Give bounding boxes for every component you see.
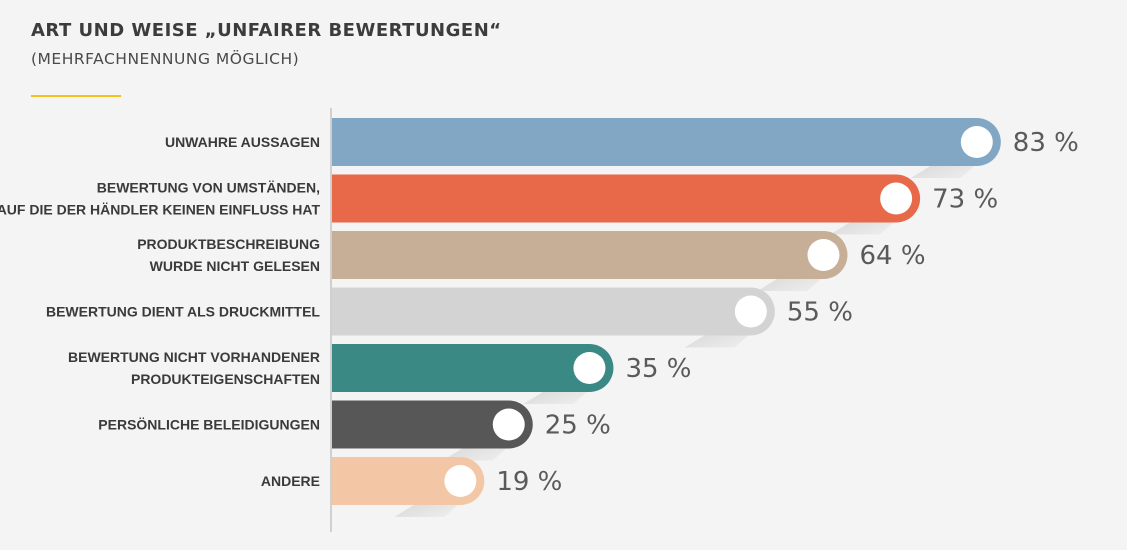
bar [331, 287, 775, 336]
bar [331, 118, 1001, 166]
bar-end-marker [734, 295, 767, 328]
bars-group [331, 118, 1001, 505]
value-label: 83 % [1013, 128, 1079, 158]
value-label: 73 % [932, 185, 998, 215]
value-label: 25 % [545, 411, 611, 441]
category-label: BEWERTUNG NICHT VORHANDENER [68, 349, 320, 365]
chart-title: ART UND WEISE „UNFAIRER BEWERTUNGEN“ [31, 20, 502, 41]
value-label: 19 % [496, 467, 562, 497]
bar [331, 400, 533, 449]
bar [331, 174, 921, 223]
value-label: 64 % [859, 241, 925, 271]
category-label: ANDERE [261, 473, 320, 489]
category-label: PRODUKTBESCHREIBUNG [137, 236, 320, 252]
bar [331, 344, 614, 392]
bar-end-marker [960, 126, 993, 158]
category-label: PRODUKTEIGENSCHAFTEN [131, 371, 320, 387]
bar-end-marker [492, 408, 525, 441]
bar-end-marker [807, 239, 840, 271]
bar-end-marker [573, 352, 606, 384]
value-label: 55 % [787, 298, 853, 328]
chart-subtitle: (MEHRFACHNENNUNG MÖGLICH) [31, 50, 300, 68]
category-label: PERSÖNLICHE BELEIDIGUNGEN [98, 417, 320, 433]
labels-group: 83 % UNWAHRE AUSSAGEN 73 % BEWERTUNG VON UM… [0, 128, 1079, 497]
bar-end-marker [444, 465, 477, 497]
category-label: AUF DIE DER HÄNDLER KEINEN EINFLUSS HAT [0, 202, 320, 218]
accent-divider [31, 95, 121, 97]
category-label: WURDE NICHT GELESEN [150, 258, 320, 274]
value-label: 35 % [625, 354, 691, 384]
bar-end-marker [880, 182, 913, 215]
category-label: BEWERTUNG DIENT ALS DRUCKMITTEL [46, 304, 320, 320]
bar [331, 457, 485, 505]
category-label: BEWERTUNG VON UMSTÄNDEN, [97, 180, 320, 196]
category-label: UNWAHRE AUSSAGEN [165, 134, 320, 150]
bar [331, 231, 848, 279]
